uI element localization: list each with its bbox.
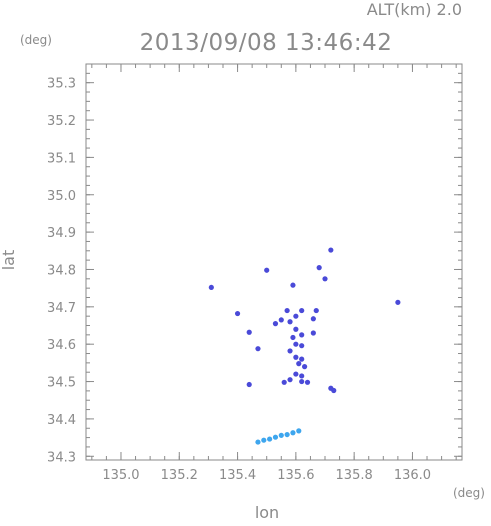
echo-point [246, 381, 252, 388]
x-tick-label: 136.0 [394, 468, 431, 483]
y-tick-label: 35.2 [47, 114, 76, 129]
echo-point [290, 282, 296, 288]
echo-point [281, 379, 287, 385]
echo-point [208, 284, 214, 291]
echo-point [287, 377, 293, 383]
plot-frame [85, 63, 463, 461]
echo-point [293, 326, 299, 332]
y-axis-unit: (deg) [20, 33, 52, 47]
echo-point [284, 307, 290, 314]
altitude-label: ALT(km) 2.0 [367, 0, 462, 19]
echo-point [328, 247, 334, 253]
echo-point [299, 343, 305, 349]
echo-point [290, 334, 296, 341]
tick-labels: 135.0 135.2 135.4 135.6 135.8 136.0 34.3 34.4 34… [47, 77, 431, 483]
echo-point [287, 348, 293, 354]
echo-points [208, 247, 401, 445]
echo-point [299, 356, 305, 362]
y-axis-title: lat [0, 250, 18, 271]
x-tick-label: 135.0 [102, 468, 139, 483]
echo-point [313, 307, 319, 314]
plot-border [85, 63, 463, 461]
y-tick-label: 34.7 [47, 301, 76, 316]
echo-point [255, 346, 261, 352]
y-tick-label: 35.3 [47, 77, 76, 92]
echo-point [310, 330, 316, 336]
echo-point [255, 439, 261, 445]
echo-point [234, 310, 241, 317]
echo-point [272, 434, 279, 440]
echo-point [296, 428, 302, 434]
echo-point [304, 379, 311, 385]
y-tick-label: 34.9 [47, 226, 76, 241]
echo-point [293, 354, 299, 360]
x-axis-title: lon [255, 503, 279, 521]
echo-point [290, 430, 296, 436]
echo-point [395, 299, 401, 305]
x-tick-label: 135.6 [277, 468, 314, 483]
echo-point [246, 329, 252, 335]
y-tick-label: 35.0 [47, 189, 76, 204]
echo-point [296, 361, 302, 367]
echo-point [316, 265, 322, 271]
x-tick-label: 135.2 [161, 468, 198, 483]
echo-point [264, 267, 270, 273]
echo-point [293, 341, 299, 347]
echo-point [331, 387, 337, 394]
echo-point [293, 371, 299, 377]
echo-point [299, 373, 305, 379]
axis-ticks [86, 64, 462, 460]
x-tick-label: 135.4 [219, 468, 256, 483]
echo-point [299, 332, 305, 338]
echo-point [299, 378, 305, 385]
y-tick-label: 34.6 [47, 338, 76, 353]
echo-point [272, 321, 279, 327]
y-tick-label: 35.1 [47, 151, 76, 166]
x-axis-unit: (deg) [453, 486, 485, 500]
y-tick-label: 34.5 [47, 376, 76, 391]
x-tick-label: 135.8 [336, 468, 373, 483]
echo-point [278, 432, 284, 438]
echo-point [293, 313, 299, 319]
echo-point [267, 436, 273, 442]
echo-point [278, 317, 284, 323]
y-tick-label: 34.4 [47, 413, 76, 428]
echo-point [310, 316, 316, 322]
y-tick-label: 34.3 [47, 450, 76, 465]
echo-point [302, 364, 308, 370]
echo-point [287, 319, 293, 325]
chart-title: 2013/09/08 13:46:42 [140, 30, 393, 56]
y-tick-label: 34.8 [47, 263, 76, 278]
echo-point [261, 437, 267, 443]
echo-point [322, 276, 328, 282]
echo-point [284, 431, 290, 438]
echo-point [299, 307, 305, 314]
